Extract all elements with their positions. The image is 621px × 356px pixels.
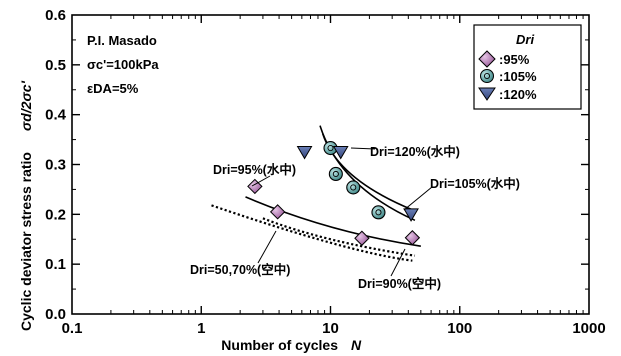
legend-label-120: :120%	[499, 87, 537, 102]
data-point-diamond	[404, 230, 421, 246]
y-tick-label: 0.0	[45, 306, 66, 323]
data-point-diamond	[354, 230, 370, 246]
legend-title: Dri	[516, 32, 534, 47]
legend-marker-circle-inner	[483, 72, 491, 80]
curve-solid-1	[245, 196, 421, 248]
legend-box	[473, 24, 582, 110]
annotation-95-water: Dri=95%(水中)	[213, 162, 296, 177]
annotation-105-water-pointer	[403, 186, 433, 211]
annotation-90-air: Dri=90%(空中)	[358, 276, 441, 291]
annotation-105-water: Dri=105%(水中)	[430, 176, 520, 191]
data-point-triangle	[296, 146, 313, 160]
data-point-diamond	[247, 178, 263, 195]
annotation-120-water-pointer	[350, 147, 376, 150]
y-axis-title: Cyclic deviator stress ratio	[18, 152, 34, 331]
x-tick-label: 100	[447, 320, 472, 337]
y-tick-label: 0.3	[45, 157, 66, 174]
data-point-circle	[371, 205, 386, 220]
data-point-circle	[346, 180, 361, 195]
annotation-50-70-air: Dri=50,70%(空中)	[190, 262, 290, 277]
data-point-circle-inner	[350, 184, 357, 191]
data-point-triangle	[403, 208, 419, 222]
legend-label-95: :95%	[499, 52, 530, 67]
data-point-circle	[328, 166, 343, 182]
annotation-90-air-pointer	[390, 248, 406, 277]
x-tick-label: 1000	[572, 320, 605, 337]
annotation-50-70-air-pointer	[257, 230, 277, 264]
info-strain: εDA=5%	[87, 81, 139, 96]
info-confining-stress: σc'=100kPa	[87, 57, 159, 72]
x-axis-title: Number of cycles	[221, 337, 338, 353]
y-tick-label: 0.1	[45, 256, 66, 273]
annotation-95-water-pointer	[251, 175, 271, 187]
legend-marker-circle	[480, 69, 494, 83]
y-tick-label: 0.2	[45, 206, 66, 223]
curve-dotted-4	[262, 217, 416, 257]
annotation-120-water: Dri=120%(水中)	[370, 144, 460, 159]
data-point-triangle	[332, 146, 349, 160]
legend-marker-triangle	[478, 87, 496, 101]
x-tick-label: 0.1	[62, 320, 83, 337]
x-axis-symbol: N	[351, 337, 362, 353]
y-tick-label: 0.4	[45, 107, 67, 124]
curve-dotted-5	[211, 204, 413, 262]
data-point-diamond	[269, 204, 286, 220]
x-tick-label: 10	[322, 320, 339, 337]
legend-label-105: :105%	[499, 69, 537, 84]
y-tick-label: 0.6	[45, 7, 66, 24]
y-tick-label: 0.5	[45, 57, 66, 74]
data-point-circle-inner	[327, 145, 334, 152]
data-point-circle-inner	[375, 209, 382, 216]
x-tick-label: 1	[197, 320, 205, 337]
info-material: P.I. Masado	[87, 33, 157, 48]
y-axis-symbol: σd/2σc'	[18, 80, 34, 131]
data-point-circle-inner	[332, 170, 339, 178]
legend-marker-diamond	[478, 50, 496, 68]
